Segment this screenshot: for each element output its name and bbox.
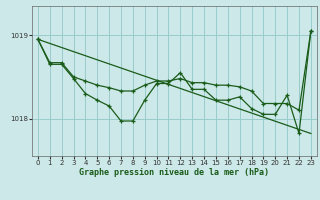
X-axis label: Graphe pression niveau de la mer (hPa): Graphe pression niveau de la mer (hPa) xyxy=(79,168,269,177)
